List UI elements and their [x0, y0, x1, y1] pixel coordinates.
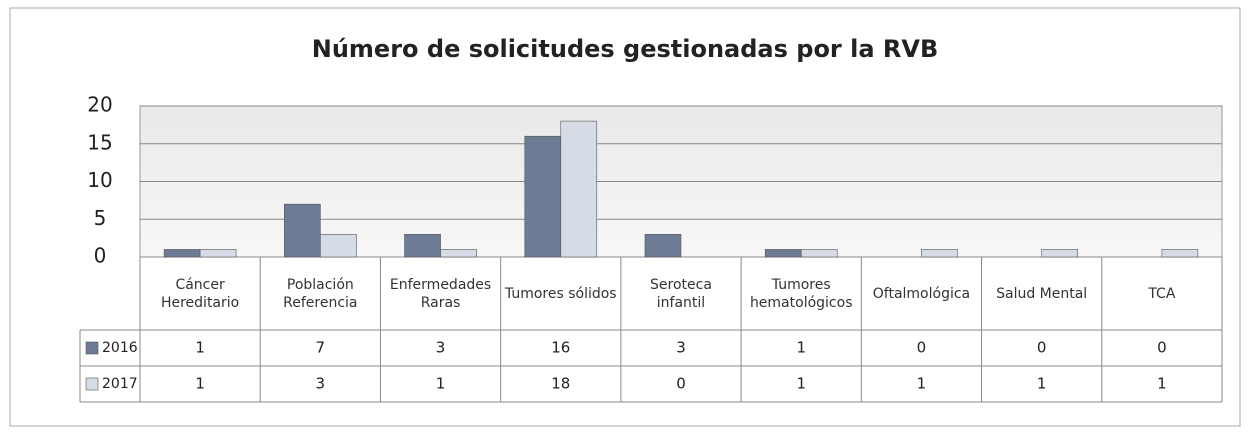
x-tick-label-box: Seroteca infantil: [650, 276, 712, 311]
x-tick-label: TCA: [1148, 285, 1176, 302]
x-tick-label: Cáncer Hereditario: [160, 276, 240, 311]
table-value: 0: [917, 339, 927, 357]
x-tick-label: Tumores hematológicos: [749, 276, 853, 311]
table-value: 7: [316, 339, 326, 357]
y-tick-label: 10: [87, 168, 112, 192]
bar: [320, 234, 357, 258]
x-tick-label-box: Población Referencia: [283, 276, 358, 311]
table-value: 16: [551, 339, 570, 357]
bar: [764, 249, 802, 258]
chart-title: Número de solicitudes gestionadas por la…: [312, 35, 939, 63]
y-tick-label: 20: [87, 93, 112, 117]
x-tick-label-box: Oftalmológica: [872, 285, 971, 302]
bar: [284, 203, 321, 258]
x-tick-label-box: TCA: [1148, 285, 1176, 302]
bar: [199, 249, 237, 258]
table-value: 18: [551, 375, 570, 393]
bar: [404, 234, 441, 258]
table-value: 0: [676, 375, 686, 393]
table-value: 1: [917, 375, 927, 393]
table-value: 0: [1157, 339, 1167, 357]
bar: [163, 249, 201, 258]
x-tick-label-box: Enfermedades Raras: [389, 276, 492, 311]
y-tick-label: 0: [94, 244, 107, 268]
bar: [921, 249, 958, 258]
x-tick-label-box: Tumores sólidos: [504, 285, 617, 302]
bar: [1161, 249, 1199, 258]
x-tick-label: Oftalmológica: [872, 285, 971, 302]
legend-key: [85, 341, 99, 355]
x-tick-label-box: Salud Mental: [996, 285, 1088, 302]
x-tick-label: Seroteca infantil: [650, 276, 712, 311]
legend-label: 2017: [102, 376, 138, 392]
bar: [524, 135, 562, 258]
table-value: 3: [676, 339, 686, 357]
bar: [560, 120, 598, 258]
bar: [440, 249, 477, 258]
table-value: 1: [796, 375, 806, 393]
table-value: 3: [436, 339, 446, 357]
bar: [800, 249, 838, 258]
legend-label: 2016: [102, 340, 138, 356]
y-tick-label: 5: [94, 206, 107, 230]
table-value: 1: [1157, 375, 1167, 393]
table-value: 0: [1037, 339, 1047, 357]
x-tick-label: Enfermedades Raras: [389, 276, 492, 311]
table-value: 1: [796, 339, 806, 357]
table-value: 1: [436, 375, 446, 393]
table-value: 1: [195, 339, 205, 357]
bar: [644, 234, 682, 258]
y-tick-label: 15: [87, 130, 112, 154]
x-tick-label-box: Tumores hematológicos: [749, 276, 853, 311]
x-tick-label: Salud Mental: [996, 285, 1088, 302]
legend-key: [85, 377, 99, 391]
x-tick-label-box: Cáncer Hereditario: [160, 276, 240, 311]
bar: [1041, 249, 1078, 258]
table-value: 1: [195, 375, 205, 393]
table-value: 1: [1037, 375, 1047, 393]
x-tick-label: Tumores sólidos: [504, 285, 617, 302]
table-value: 3: [316, 375, 326, 393]
x-tick-label: Población Referencia: [283, 276, 358, 311]
